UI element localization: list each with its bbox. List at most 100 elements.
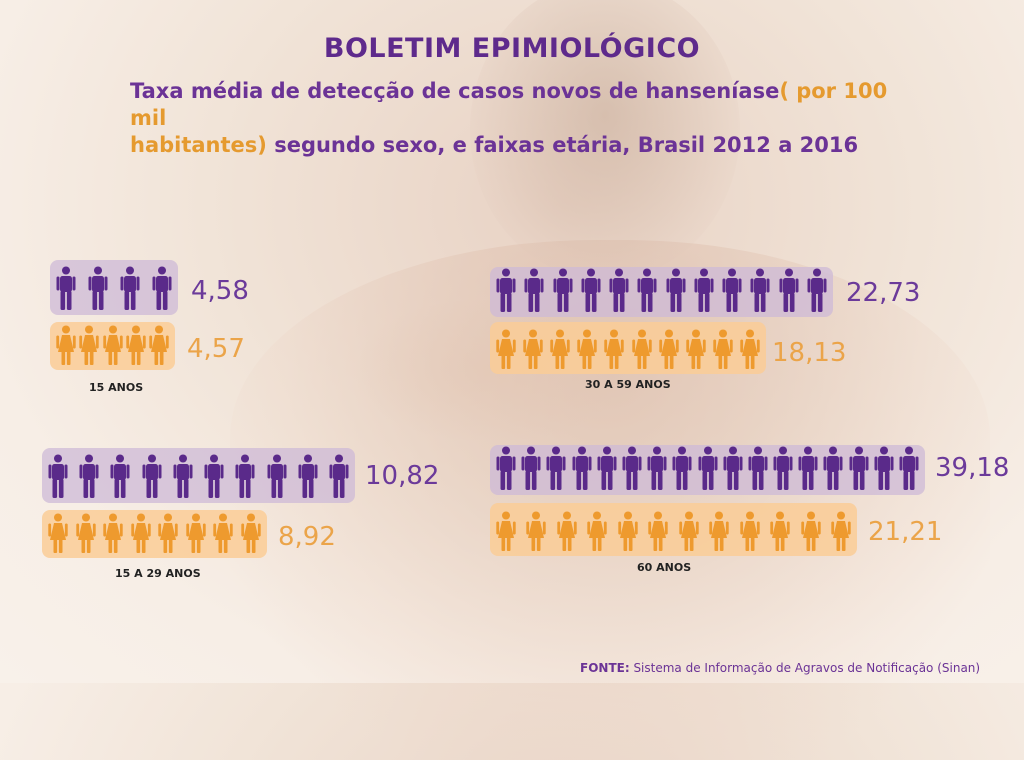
- female-value-group-2: 8,92: [278, 522, 336, 552]
- male-person-icon: [748, 446, 768, 490]
- male-person-icon: [88, 266, 108, 310]
- female-person-icon: [79, 325, 99, 365]
- female-person-icon: [587, 511, 608, 551]
- male-person-icon: [235, 454, 255, 498]
- female-person-icon: [550, 329, 570, 369]
- female-person-icon: [831, 511, 851, 551]
- male-person-icon: [524, 268, 544, 312]
- female-person-icon: [709, 511, 729, 551]
- male-person-icon: [798, 446, 818, 490]
- female-person-icon: [126, 325, 146, 365]
- male-person-icon: [204, 454, 224, 498]
- female-person-icon: [103, 513, 123, 553]
- male-person-icon: [723, 446, 743, 490]
- female-person-icon: [496, 511, 516, 551]
- male-person-icon: [849, 446, 869, 490]
- female-person-icon: [186, 513, 206, 553]
- male-person-icon: [581, 268, 601, 312]
- male-person-icon: [779, 268, 799, 312]
- female-person-icon: [158, 513, 178, 553]
- subtitle-part2: ( por 100 mil: [130, 79, 888, 130]
- subtitle-part1: Taxa média de detecção de casos novos de…: [130, 79, 780, 103]
- female-person-icon: [648, 511, 668, 551]
- female-person-icon: [577, 329, 598, 369]
- female-person-icon: [56, 325, 76, 365]
- female-person-icon: [739, 511, 760, 551]
- male-person-icon: [807, 268, 827, 312]
- chart-subtitle: Taxa média de detecção de casos novos de…: [130, 78, 920, 159]
- female-person-icon: [631, 329, 652, 369]
- female-person-icon: [770, 511, 790, 551]
- female-row-group-3: [490, 322, 766, 374]
- male-person-icon: [329, 454, 349, 498]
- male-row-group-3: [490, 267, 833, 317]
- female-person-icon: [557, 511, 577, 551]
- female-person-icon: [526, 511, 547, 551]
- male-person-icon: [553, 268, 573, 312]
- male-person-icon: [609, 268, 629, 312]
- male-person-icon: [152, 266, 172, 310]
- male-person-icon: [874, 446, 894, 490]
- male-person-icon: [694, 268, 714, 312]
- female-value-group-4: 21,21: [868, 517, 943, 547]
- male-person-icon: [142, 454, 162, 498]
- male-person-icon: [48, 454, 68, 498]
- male-person-icon: [823, 446, 843, 490]
- female-value-group-3: 18,13: [772, 338, 847, 368]
- female-person-icon: [48, 513, 68, 553]
- male-person-icon: [267, 454, 287, 498]
- male-person-icon: [698, 446, 717, 490]
- subtitle-part3: habitantes): [130, 133, 267, 157]
- male-row-group-4: [490, 445, 925, 495]
- male-person-icon: [622, 446, 642, 490]
- source-text: Sistema de Informação de Agravos de Noti…: [629, 661, 981, 675]
- background-head-photo: [470, 0, 740, 280]
- male-person-icon: [496, 446, 516, 490]
- subtitle-part4: segundo sexo, e faixas etária, Brasil 20…: [266, 133, 859, 157]
- age-label-group-4: 60 ANOS: [637, 561, 692, 574]
- female-person-icon: [496, 329, 516, 369]
- male-person-icon: [597, 446, 617, 490]
- female-person-icon: [658, 329, 679, 369]
- male-person-icon: [672, 446, 692, 490]
- female-value-group-1: 4,57: [187, 334, 245, 364]
- age-label-group-2: 15 A 29 ANOS: [115, 567, 201, 580]
- male-person-icon: [298, 454, 318, 498]
- male-person-icon: [899, 446, 919, 490]
- male-value-group-3: 22,73: [846, 278, 921, 308]
- male-row-group-2: [42, 448, 355, 503]
- female-person-icon: [149, 325, 169, 365]
- female-row-group-1: [50, 322, 175, 370]
- male-person-icon: [56, 266, 76, 310]
- female-person-icon: [740, 329, 760, 369]
- male-person-icon: [79, 454, 99, 498]
- female-person-icon: [102, 325, 123, 365]
- male-person-icon: [110, 454, 130, 498]
- male-row-group-1: [50, 260, 178, 315]
- age-label-group-1: 15 ANOS: [89, 381, 144, 394]
- male-person-icon: [750, 268, 770, 312]
- age-label-group-3: 30 A 59 ANOS: [585, 378, 671, 391]
- female-row-group-2: [42, 510, 267, 558]
- male-person-icon: [637, 268, 657, 312]
- female-person-icon: [618, 511, 638, 551]
- female-person-icon: [241, 513, 261, 553]
- male-person-icon: [521, 446, 541, 490]
- male-person-icon: [173, 454, 193, 498]
- female-person-icon: [130, 513, 151, 553]
- male-person-icon: [546, 446, 566, 490]
- source-label: FONTE:: [580, 661, 630, 675]
- male-person-icon: [120, 266, 140, 310]
- female-person-icon: [800, 511, 821, 551]
- male-person-icon: [773, 446, 793, 490]
- page-title: BOLETIM EPIMIOLÓGICO: [323, 33, 701, 64]
- female-person-icon: [213, 513, 234, 553]
- source-note: FONTE: Sistema de Informação de Agravos …: [580, 661, 980, 675]
- female-person-icon: [686, 329, 706, 369]
- female-person-icon: [679, 511, 699, 551]
- male-person-icon: [572, 446, 592, 490]
- male-person-icon: [722, 268, 742, 312]
- female-person-icon: [604, 329, 625, 369]
- male-person-icon: [647, 446, 667, 490]
- female-person-icon: [713, 329, 733, 369]
